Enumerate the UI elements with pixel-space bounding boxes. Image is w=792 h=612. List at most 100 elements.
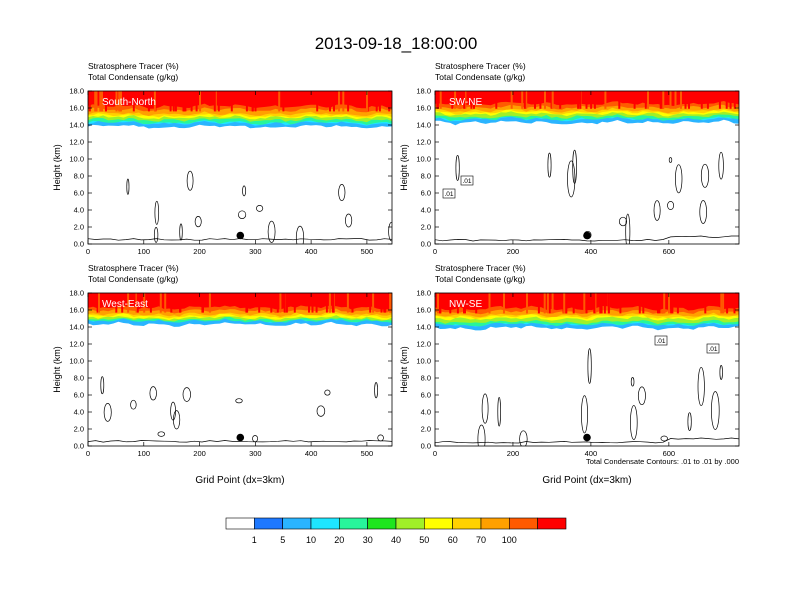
plot-frame (434, 292, 740, 447)
tracer-streak (663, 293, 666, 314)
plot-frame (87, 292, 393, 447)
tracer-streak (276, 293, 279, 313)
contour-line (630, 405, 638, 440)
tracer-streak (147, 91, 150, 112)
tracer-streak (704, 293, 707, 314)
x-tick-label: 400 (305, 449, 318, 458)
colorbar-label: 100 (502, 535, 517, 545)
y-tick-label: 4.0 (421, 408, 431, 417)
tracer-streak (98, 293, 100, 313)
tracer-streak (164, 293, 167, 313)
contour-line (668, 157, 673, 163)
contour-line (547, 152, 552, 178)
contour-line (242, 185, 247, 197)
tracer-streak (436, 91, 439, 109)
condensate-contours (88, 376, 392, 444)
tracer-streak (670, 293, 673, 314)
y-tick-label: 2.0 (74, 425, 84, 434)
contour-line (630, 377, 635, 387)
colorbar-swatch (480, 517, 510, 530)
panel-title-line1: Stratosphere Tracer (%) (435, 263, 526, 273)
tracer-streak (577, 91, 580, 109)
tracer-streak (543, 293, 546, 314)
tracer-streak (182, 91, 185, 112)
tracer-streak (525, 91, 528, 109)
marker-point (583, 231, 591, 240)
tracer-streak (526, 293, 528, 314)
tracer-streak (213, 91, 216, 112)
tracer-streak (95, 91, 98, 112)
contour-line (126, 178, 130, 195)
tracer-streak (285, 293, 288, 313)
condensate-contours (435, 348, 739, 446)
x-tick-label: 100 (138, 247, 151, 256)
y-tick-label: 0.0 (421, 240, 431, 249)
colorbar-swatch (423, 517, 453, 530)
tracer-streak (537, 293, 540, 314)
contour-line (699, 200, 707, 224)
contour-line (295, 225, 305, 244)
y-axis-label: Height (km) (399, 346, 409, 393)
tracer-streak (548, 293, 551, 314)
y-tick-label: 4.0 (74, 206, 84, 215)
y-tick-label: 2.0 (421, 425, 431, 434)
tracer-streak (700, 91, 703, 109)
y-tick-label: 10.0 (416, 155, 431, 164)
tracer-streak (380, 293, 383, 313)
tracer-streak (463, 293, 465, 314)
y-tick-label: 18.0 (416, 289, 431, 298)
contour-line (653, 200, 661, 221)
contour-line (581, 395, 588, 434)
plot-frame (434, 90, 740, 245)
contour-note: Total Condensate Contours: .01 to .01 by… (586, 457, 739, 466)
panel-name: South-North (102, 97, 156, 108)
tracer-streak (88, 91, 91, 112)
tracer-streak (585, 91, 588, 109)
tracer-streak (316, 91, 319, 112)
tracer-streak (388, 91, 391, 112)
y-tick-label: 14.0 (69, 323, 84, 332)
colorbar-label: 60 (448, 535, 458, 545)
contour-label-box (442, 188, 456, 199)
tracer-streak (451, 91, 454, 109)
tracer-streak (437, 293, 439, 314)
tracer-streak (325, 293, 328, 313)
tracer-streak (96, 293, 99, 313)
tracer-streak (329, 91, 331, 112)
tracer-streak (169, 91, 172, 112)
panel-name: SW-NE (449, 97, 482, 108)
tracer-streak (282, 91, 285, 112)
contour-line (173, 410, 181, 430)
y-tick-label: 16.0 (69, 306, 84, 315)
contour-line (267, 220, 276, 243)
y-tick-label: 18.0 (69, 87, 84, 96)
tracer-streak (279, 293, 282, 313)
x-tick-label: 600 (663, 449, 676, 458)
tracer-streak (565, 293, 568, 314)
tracer-streak (534, 91, 536, 109)
y-tick-label: 6.0 (74, 189, 84, 198)
x-tick-label: 300 (249, 247, 262, 256)
tracer-streak (603, 293, 606, 314)
tracer-streak (351, 293, 354, 313)
contour-line (637, 386, 646, 406)
panel-west-east: 0.0 2.0 4.0 6.0 8.0 10.0 12.0 14.0 16.0 18.0 0 100 2… (52, 263, 393, 486)
contour-label: .01 (656, 338, 665, 345)
tracer-streak (208, 293, 211, 313)
tracer-streak (495, 91, 498, 109)
tracer-streak (136, 293, 139, 313)
y-axis-label: Height (km) (399, 144, 409, 191)
contour-line (256, 205, 264, 212)
colorbar-swatch (310, 517, 340, 530)
tracer-streak (119, 91, 122, 112)
x-axis-label: Grid Point (dx=3km) (195, 475, 284, 486)
tracer-streak (245, 91, 248, 112)
contour-line (455, 154, 460, 181)
tracer-streak (720, 293, 723, 314)
tracer-streak (706, 91, 709, 109)
tracer-streak (251, 91, 254, 112)
tracer-streak (99, 91, 102, 112)
panel-south-north: 0.0 2.0 4.0 6.0 8.0 10.0 12.0 14.0 16.0 18.0 0 100 2… (52, 61, 393, 256)
colorbar-swatch (367, 517, 397, 530)
tracer-streak (726, 293, 729, 314)
